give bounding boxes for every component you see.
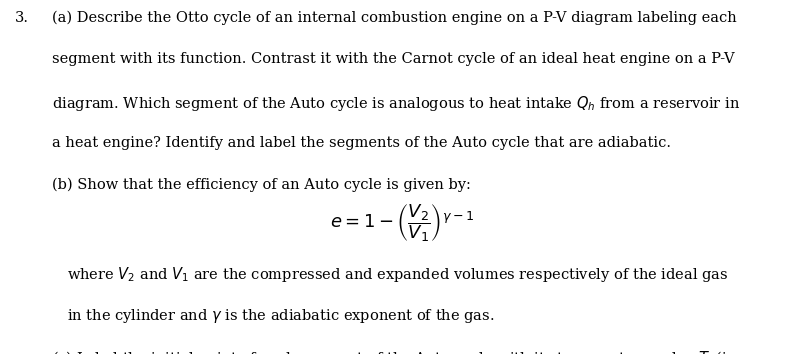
Text: diagram. Which segment of the Auto cycle is analogous to heat intake $Q_h$ from : diagram. Which segment of the Auto cycle…: [52, 94, 740, 113]
Text: a heat engine? Identify and label the segments of the Auto cycle that are adiaba: a heat engine? Identify and label the se…: [52, 136, 671, 150]
Text: (a) Describe the Otto cycle of an internal combustion engine on a P-V diagram la: (a) Describe the Otto cycle of an intern…: [52, 11, 736, 25]
Text: segment with its function. Contrast it with the Carnot cycle of an ideal heat en: segment with its function. Contrast it w…: [52, 52, 734, 67]
Text: in the cylinder and $\gamma$ is the adiabatic exponent of the gas.: in the cylinder and $\gamma$ is the adia…: [67, 307, 494, 325]
Text: (c) Label the initial point of each segment of the Auto cycle with its temperatu: (c) Label the initial point of each segm…: [52, 349, 743, 354]
Text: $e = 1 - \left(\dfrac{V_2}{V_1}\right)^{\gamma - 1}$: $e = 1 - \left(\dfrac{V_2}{V_1}\right)^{…: [330, 203, 473, 245]
Text: 3.: 3.: [14, 11, 28, 25]
Text: where $V_2$ and $V_1$ are the compressed and expanded volumes respectively of th: where $V_2$ and $V_1$ are the compressed…: [67, 266, 728, 284]
Text: (b) Show that the efficiency of an Auto cycle is given by:: (b) Show that the efficiency of an Auto …: [52, 178, 471, 192]
